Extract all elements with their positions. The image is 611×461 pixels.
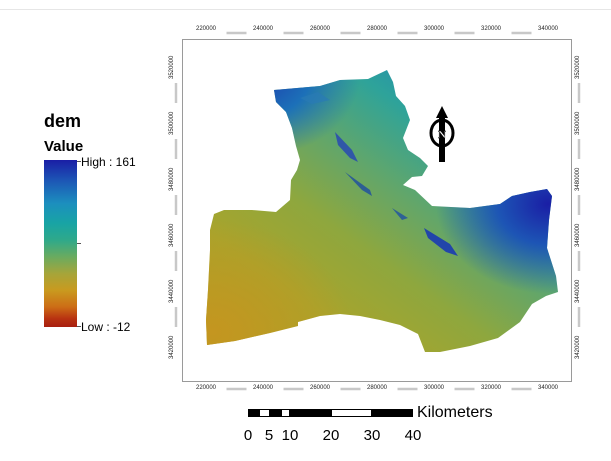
y-tick-label-right: 3440000: [575, 279, 581, 303]
x-tick-label-top: 260000: [310, 26, 331, 32]
frame-tick-dashes: [174, 31, 581, 391]
north-arrow: N: [429, 106, 455, 162]
legend-tick-mid: [77, 243, 81, 244]
y-tick-label-left: 3440000: [169, 279, 175, 303]
legend: dem Value High : 161 Low : -12: [0, 0, 180, 461]
scale-label: 5: [264, 427, 274, 444]
scale-label: 10: [281, 427, 299, 444]
terrain-patch: [300, 92, 330, 104]
y-tick-label-right: 3520000: [575, 55, 581, 79]
x-tick-label-bottom: 240000: [253, 385, 274, 391]
x-tick-label-bottom: 260000: [310, 385, 331, 391]
scale-segment: [290, 409, 331, 417]
x-tick-label-bottom: 340000: [538, 385, 559, 391]
scale-segment: [270, 409, 281, 417]
y-tick-label-right: 3420000: [575, 335, 581, 359]
scale-label: 40: [404, 427, 422, 444]
legend-subtitle: Value: [44, 138, 84, 155]
north-arrow-letter: N: [438, 129, 446, 141]
x-tick-label-top: 320000: [481, 26, 502, 32]
y-tick-label-right: 3460000: [575, 223, 581, 247]
legend-low-label: Low : -12: [81, 320, 131, 334]
channel-streak: [335, 132, 358, 162]
scale-segment: [372, 409, 413, 417]
x-tick-label-bottom: 320000: [481, 385, 502, 391]
dem-raster: [206, 70, 558, 352]
scale-label: 20: [322, 427, 340, 444]
x-tick-label-bottom: 300000: [424, 385, 445, 391]
y-tick-label-left: 3480000: [169, 167, 175, 191]
y-tick-label-left: 3520000: [169, 55, 175, 79]
legend-tick-low: [77, 326, 81, 327]
channel-streak: [392, 208, 408, 220]
x-tick-label-top: 220000: [196, 26, 217, 32]
scale-label: 0: [243, 427, 253, 444]
y-tick-label-left: 3500000: [169, 111, 175, 135]
y-tick-label-left: 3460000: [169, 223, 175, 247]
x-tick-label-top: 300000: [424, 26, 445, 32]
channel-streak: [345, 172, 372, 196]
legend-tick-high: [77, 161, 81, 162]
x-tick-label-top: 340000: [538, 26, 559, 32]
scale-bar: [248, 409, 413, 417]
y-tick-label-right: 3500000: [575, 111, 581, 135]
top-divider: [0, 9, 611, 10]
legend-high-label: High : 161: [81, 155, 136, 169]
scale-label: 30: [363, 427, 381, 444]
scale-units: Kilometers: [417, 404, 493, 421]
y-tick-label-right: 3480000: [575, 167, 581, 191]
y-tick-label-left: 3420000: [169, 335, 175, 359]
scale-segment: [248, 409, 259, 417]
scale-segment: [281, 409, 290, 417]
x-tick-label-bottom: 280000: [367, 385, 388, 391]
scale-segment: [259, 409, 270, 417]
legend-title: dem: [44, 111, 82, 131]
scale-segment: [331, 409, 372, 417]
x-tick-label-top: 280000: [367, 26, 388, 32]
legend-color-ramp: [44, 160, 77, 327]
channel-streak: [424, 228, 458, 256]
x-tick-label-bottom: 220000: [196, 385, 217, 391]
x-tick-label-top: 240000: [253, 26, 274, 32]
